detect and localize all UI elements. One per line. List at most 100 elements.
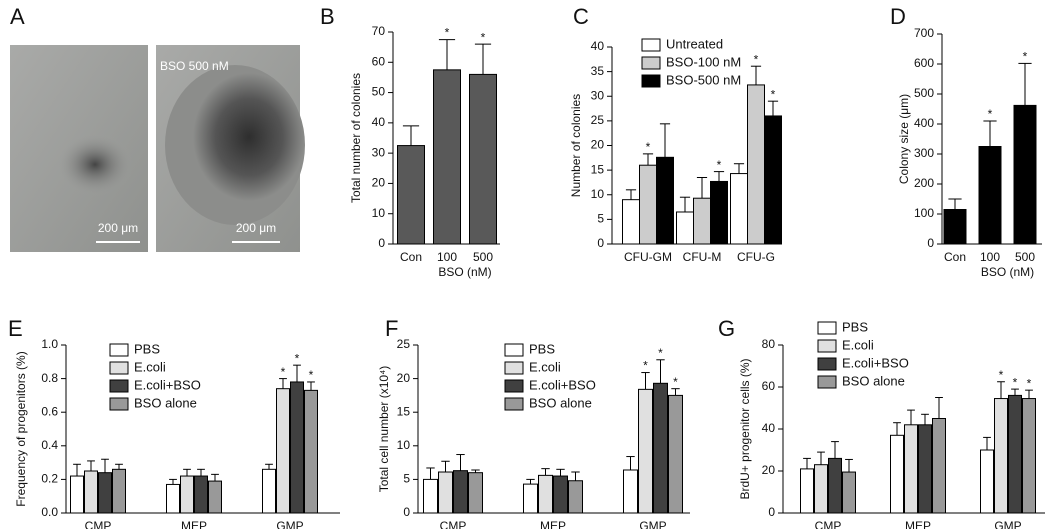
x-tick-label: GMP [276,519,303,529]
y-tick-label: 5 [403,472,410,486]
legend-label: E.coli [134,359,166,374]
x-tick-label: CMP [440,519,467,529]
bar [468,472,483,514]
y-tick-label: 30 [591,88,605,102]
legend-label: PBS [842,319,868,334]
bar [194,475,208,514]
y-tick-label: 0.6 [41,404,58,418]
panel-label: E [8,316,23,341]
y-tick-label: 40 [762,421,776,435]
y-tick-label: 40 [372,115,386,129]
bar [112,468,126,514]
bar [84,470,98,514]
bar [943,209,967,245]
bar [423,478,438,514]
legend-label: BSO-100 nM [666,54,741,69]
y-tick-label: 50 [372,85,386,99]
y-tick-label: 80 [762,337,776,351]
x-tick-label: Con [400,250,422,264]
bar [433,69,461,245]
legend-label: PBS [134,341,160,356]
significance: * [309,368,314,382]
significance: * [295,351,300,365]
legend-swatch [641,74,661,88]
x-tick-label: CFU-G [737,250,775,264]
y-tick-label: 0.4 [41,438,58,452]
legend-label: BSO alone [529,395,592,410]
y-tick-label: 35 [591,64,605,78]
x-tick-label: 100 [980,250,1000,264]
y-tick-label: 600 [914,56,934,70]
bar [800,468,814,514]
bar [304,389,318,514]
legend-label: E.coli+BSO [842,355,909,370]
significance: * [281,365,286,379]
legend-swatch [641,56,661,70]
bar [1008,394,1022,514]
panel-label: B [320,4,335,29]
y-tick-label: 0.8 [41,371,58,385]
y-axis-label: Number of colonies [569,94,583,197]
colony [40,115,150,205]
y-tick-label: 60 [762,379,776,393]
x-tick-label: MEP [905,519,931,529]
bar [469,73,497,245]
bar [553,475,568,514]
bar [994,398,1008,514]
bar [262,468,276,514]
x-tick-label: GMP [639,519,666,529]
legend-swatch [504,343,524,357]
significance: * [717,158,722,172]
x-tick-label: MEP [540,519,566,529]
bar [980,449,994,514]
legend-swatch [504,361,524,375]
x-tick-label: MEP [181,519,207,529]
y-tick-label: 0 [378,236,385,250]
panel-label: F [385,316,398,341]
y-axis-label: Total number of colonies [349,73,363,203]
y-tick-label: 15 [397,404,411,418]
bar [676,211,694,245]
legend-label: PBS [529,341,555,356]
significance: * [481,30,486,44]
significance: * [771,87,776,101]
significance: * [1023,50,1028,64]
bar [842,471,856,514]
scale-label: 200 μm [98,221,138,235]
legend-swatch [504,397,524,411]
bar [276,388,290,514]
bar [523,483,538,514]
panel-label: C [573,4,589,29]
significance: * [988,107,993,121]
panel-label: D [890,4,906,29]
y-tick-label: 25 [397,337,411,351]
panel-label: A [10,4,25,29]
legend-label: BSO alone [134,395,197,410]
x-tick-label: 500 [473,250,493,264]
significance: * [1013,375,1018,389]
x-tick-label: 500 [1015,250,1035,264]
legend-swatch [817,375,837,389]
legend-swatch [504,379,524,393]
significance: * [754,52,759,66]
bar [890,434,904,514]
y-tick-label: 20 [591,138,605,152]
bar [747,84,765,245]
panel-label: G [718,316,735,341]
y-tick-label: 5 [597,212,604,226]
y-tick-label: 700 [914,26,934,40]
x-tick-label: Con [944,250,966,264]
legend-label: E.coli+BSO [134,377,201,392]
significance: * [646,140,651,154]
x-tick-label: CFU-GM [624,250,672,264]
legend-label: E.coli+BSO [529,377,596,392]
bar [764,115,782,245]
bar [623,469,638,514]
x-tick-label: GMP [994,519,1021,529]
y-tick-label: 200 [914,176,934,190]
y-tick-label: 20 [397,371,411,385]
significance: * [999,368,1004,382]
y-tick-label: 0 [597,236,604,250]
bar [978,146,1002,245]
